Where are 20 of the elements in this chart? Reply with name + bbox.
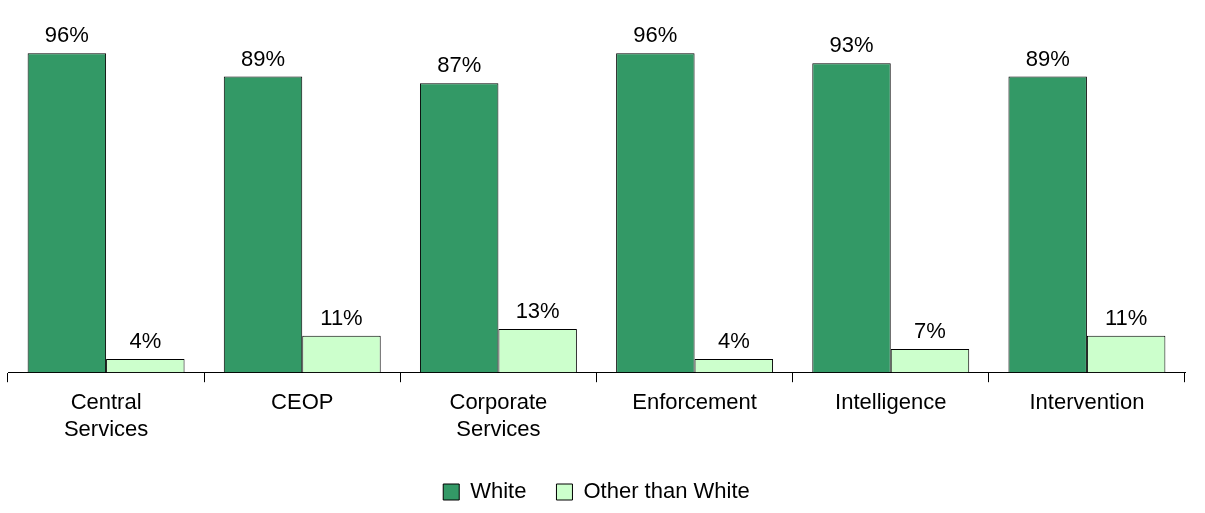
data-label: 13% [515, 298, 560, 324]
data-label: 4% [129, 327, 162, 353]
data-label: 89% [240, 45, 286, 71]
x-tick-label: Enforcement [632, 389, 757, 415]
legend-label: White [470, 478, 527, 504]
data-label: 89% [1025, 45, 1070, 71]
x-tick-label: Intervention [1029, 389, 1145, 415]
legend-label: Other than White [583, 478, 750, 504]
data-label: 11% [1104, 304, 1148, 330]
x-tick-label: CEOP [271, 389, 334, 415]
data-label: 7% [914, 318, 946, 344]
data-label: 87% [437, 52, 482, 78]
x-tick-label: Corporate Services [449, 389, 548, 441]
data-label: 96% [633, 22, 678, 48]
x-tick-label: Intelligence [835, 389, 947, 415]
data-label: 96% [44, 22, 89, 48]
data-label: 4% [717, 327, 750, 353]
data-label: 93% [829, 32, 874, 58]
data-label: 11% [320, 304, 363, 330]
x-tick-label: Central Services [63, 389, 149, 441]
